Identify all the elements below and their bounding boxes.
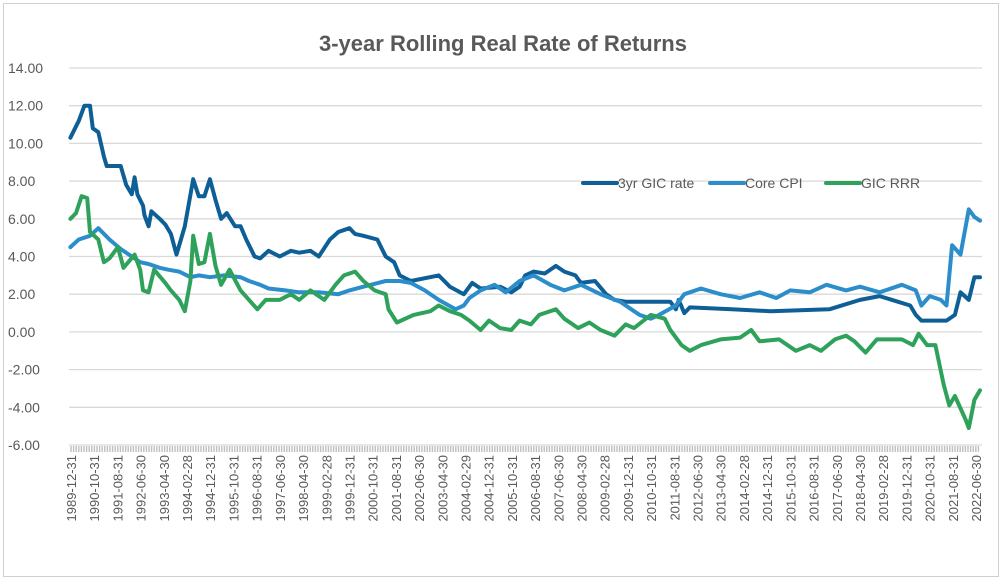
x-tick-label: 1998-04-30	[296, 455, 311, 522]
x-tick-label: 2000-10-31	[366, 455, 381, 522]
x-tick-label: 2002-06-30	[412, 455, 427, 522]
y-axis: 14.00 12.00 10.00 8.00 6.00 4.00 2.00 0.00 -2.00…	[8, 60, 43, 453]
y-tick-label: 4.00	[8, 249, 35, 265]
x-tick-label: 2020-10-31	[923, 455, 938, 522]
x-tick-label: 2009-12-31	[621, 455, 636, 522]
x-tick-label: 2019-12-31	[899, 455, 914, 522]
x-tick-label: 2022-06-30	[969, 455, 984, 522]
legend-label: Core CPI	[745, 175, 803, 191]
x-tick-label: 1989-12-31	[64, 455, 79, 522]
x-tick-label: 2016-08-31	[807, 455, 822, 522]
y-tick-label: 12.00	[8, 98, 43, 114]
series-lines	[68, 103, 982, 430]
x-tick-label: 2014-02-28	[737, 455, 752, 522]
x-tick-label: 1992-06-30	[134, 455, 149, 522]
x-tick-label: 2013-04-30	[714, 455, 729, 522]
legend-item: 3yr GIC rate	[581, 175, 694, 191]
series-line-gic-rrr	[68, 194, 982, 430]
x-tick-label: 1994-12-31	[203, 455, 218, 522]
x-tick-label: 1995-10-31	[226, 455, 241, 522]
x-tick-label: 2005-10-31	[505, 455, 520, 522]
y-tick-label: 6.00	[8, 211, 35, 227]
x-tick-label: 2006-08-31	[528, 455, 543, 522]
series-line-3yr-gic-rate	[68, 103, 982, 323]
x-tick-label: 2021-08-31	[946, 455, 961, 522]
y-tick-label: 2.00	[8, 286, 35, 302]
y-tick-label: 14.00	[8, 60, 43, 76]
x-tick-label: 1994-02-28	[180, 455, 195, 522]
legend-item: Core CPI	[708, 175, 803, 191]
x-tick-label: 2014-12-31	[760, 455, 775, 522]
x-tick-label: 1990-10-31	[87, 455, 102, 522]
series-line-core-cpi	[68, 207, 982, 321]
x-tick-label: 2018-04-30	[853, 455, 868, 522]
x-tick-label: 1999-12-31	[342, 455, 357, 522]
x-tick-label: 2001-08-31	[389, 455, 404, 522]
y-tick-label: -2.00	[8, 362, 40, 378]
x-tick-label: 2010-10-31	[644, 455, 659, 522]
x-tick-label: 2003-04-30	[435, 455, 450, 522]
x-tick-label: 2004-02-29	[458, 455, 473, 522]
x-tick-label: 2007-06-30	[551, 455, 566, 522]
x-tick-label: 2011-08-31	[667, 455, 682, 521]
y-tick-label: 10.00	[8, 135, 43, 151]
y-tick-label: 8.00	[8, 173, 35, 189]
x-tick-label: 1993-04-30	[157, 455, 172, 522]
x-axis: 1989-12-31 1990-10-31 1991-08-31 1992-06-30…	[64, 446, 984, 522]
y-tick-label: 0.00	[8, 324, 35, 340]
x-tick-label: 2004-12-31	[482, 455, 497, 522]
chart-title: 3-year Rolling Real Rate of Returns	[319, 31, 687, 56]
x-tick-label: 1991-08-31	[110, 455, 125, 522]
x-tick-label: 2008-04-30	[575, 455, 590, 522]
x-tick-label: 2015-10-31	[783, 455, 798, 522]
legend-item: GIC RRR	[824, 175, 920, 191]
x-tick-label: 2017-06-30	[830, 455, 845, 522]
x-tick-label: 2009-02-28	[598, 455, 613, 522]
x-tick-label: 1996-08-31	[250, 455, 265, 522]
legend: 3yr GIC rate Core CPI GIC RRR	[581, 175, 920, 191]
x-tick-label: 1999-02-28	[319, 455, 334, 522]
chart-area	[3, 3, 999, 577]
x-tick-label: 2012-06-30	[691, 455, 706, 522]
x-tick-label: 1997-06-30	[273, 455, 288, 522]
legend-label: GIC RRR	[861, 175, 920, 191]
legend-label: 3yr GIC rate	[618, 175, 694, 191]
x-tick-label: 2019-02-28	[876, 455, 891, 522]
y-tick-label: -6.00	[8, 437, 40, 453]
y-tick-label: -4.00	[8, 399, 40, 415]
